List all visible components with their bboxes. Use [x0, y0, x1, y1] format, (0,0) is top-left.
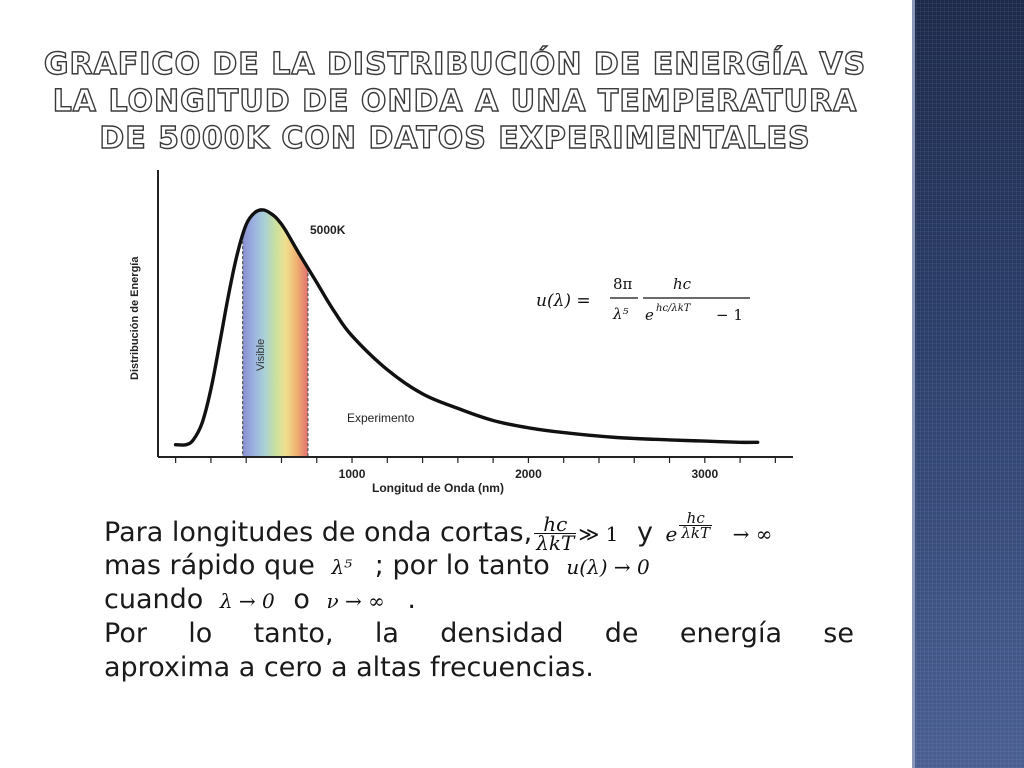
- text-line-2: mas rápido que λ⁵ ; por lo tanto u(λ) → …: [104, 549, 854, 583]
- frac-den: λkT: [536, 531, 575, 555]
- formula-frac-den-exp: hc/λkT: [656, 303, 692, 314]
- exp-num: hc: [679, 511, 712, 526]
- exp-base: e: [665, 522, 678, 546]
- frac-num: hc: [534, 514, 577, 534]
- hc-over-lambdakT: hc λkT: [534, 514, 577, 555]
- line3-text1: cuando: [104, 584, 204, 615]
- text-line-3: cuando λ → 0 o ν → ∞ .: [104, 583, 854, 617]
- temperature-label: 5000K: [310, 223, 346, 237]
- text-line-5: aproxima a cero a altas frecuencias.: [104, 652, 594, 683]
- line3-text3: .: [407, 584, 416, 615]
- energy-distribution-chart: 1000 2000 3000 Visible 5000K Experimento D…: [129, 170, 793, 495]
- decorative-side-bar: [912, 0, 1024, 768]
- experiment-curve: [173, 208, 760, 447]
- experiment-label: Experimento: [347, 411, 415, 425]
- formula-frac-den-tail: − 1: [716, 306, 743, 324]
- text-line-4: Por lo tanto, la densidad de energía se: [104, 618, 854, 649]
- exp-frac: hc λkT: [679, 511, 712, 542]
- planck-formula: u(λ) = 8π λ⁵ hc e hc/λkT − 1: [536, 275, 750, 324]
- x-axis-label: Longitud de Onda (nm): [372, 481, 504, 495]
- nu-to-infinity: ν → ∞: [326, 589, 385, 613]
- formula-frac-den-base: e: [645, 306, 654, 324]
- line2-text1: mas rápido que: [104, 550, 315, 581]
- line2-text2: ; por lo tanto: [374, 550, 550, 581]
- x-tick-label: 3000: [691, 467, 718, 481]
- exp-den: λkT: [681, 524, 710, 542]
- explanation-text: Para longitudes de onda cortas, hc λkT ≫ 1 …: [104, 511, 854, 685]
- to-infinity: → ∞: [732, 522, 773, 546]
- x-tick-label: 2000: [515, 467, 542, 481]
- formula-coef-num: 8π: [613, 275, 633, 293]
- u-to-zero: u(λ) → 0: [566, 555, 650, 579]
- slide-title: Grafico de la distribución de energía vs…: [43, 46, 867, 156]
- lambda5: λ⁵: [331, 555, 353, 579]
- x-tick-label: 1000: [339, 467, 366, 481]
- y-axis-label: Distribución de Energía: [129, 256, 141, 380]
- text-line-1: Para longitudes de onda cortas, hc λkT ≫ 1 …: [104, 511, 854, 555]
- much-greater-one: ≫ 1: [578, 522, 619, 546]
- lambda-to-zero: λ → 0: [219, 589, 275, 613]
- formula-coef-den: λ⁵: [612, 305, 629, 323]
- formula-frac-num: hc: [673, 275, 692, 293]
- formula-lhs: u(λ) =: [536, 291, 591, 311]
- visible-spectrum-band: [242, 209, 308, 457]
- line1-text: Para longitudes de onda cortas,: [104, 517, 533, 548]
- visible-label: Visible: [255, 339, 267, 371]
- line3-text2: o: [293, 584, 310, 615]
- line1-y: y: [636, 517, 653, 548]
